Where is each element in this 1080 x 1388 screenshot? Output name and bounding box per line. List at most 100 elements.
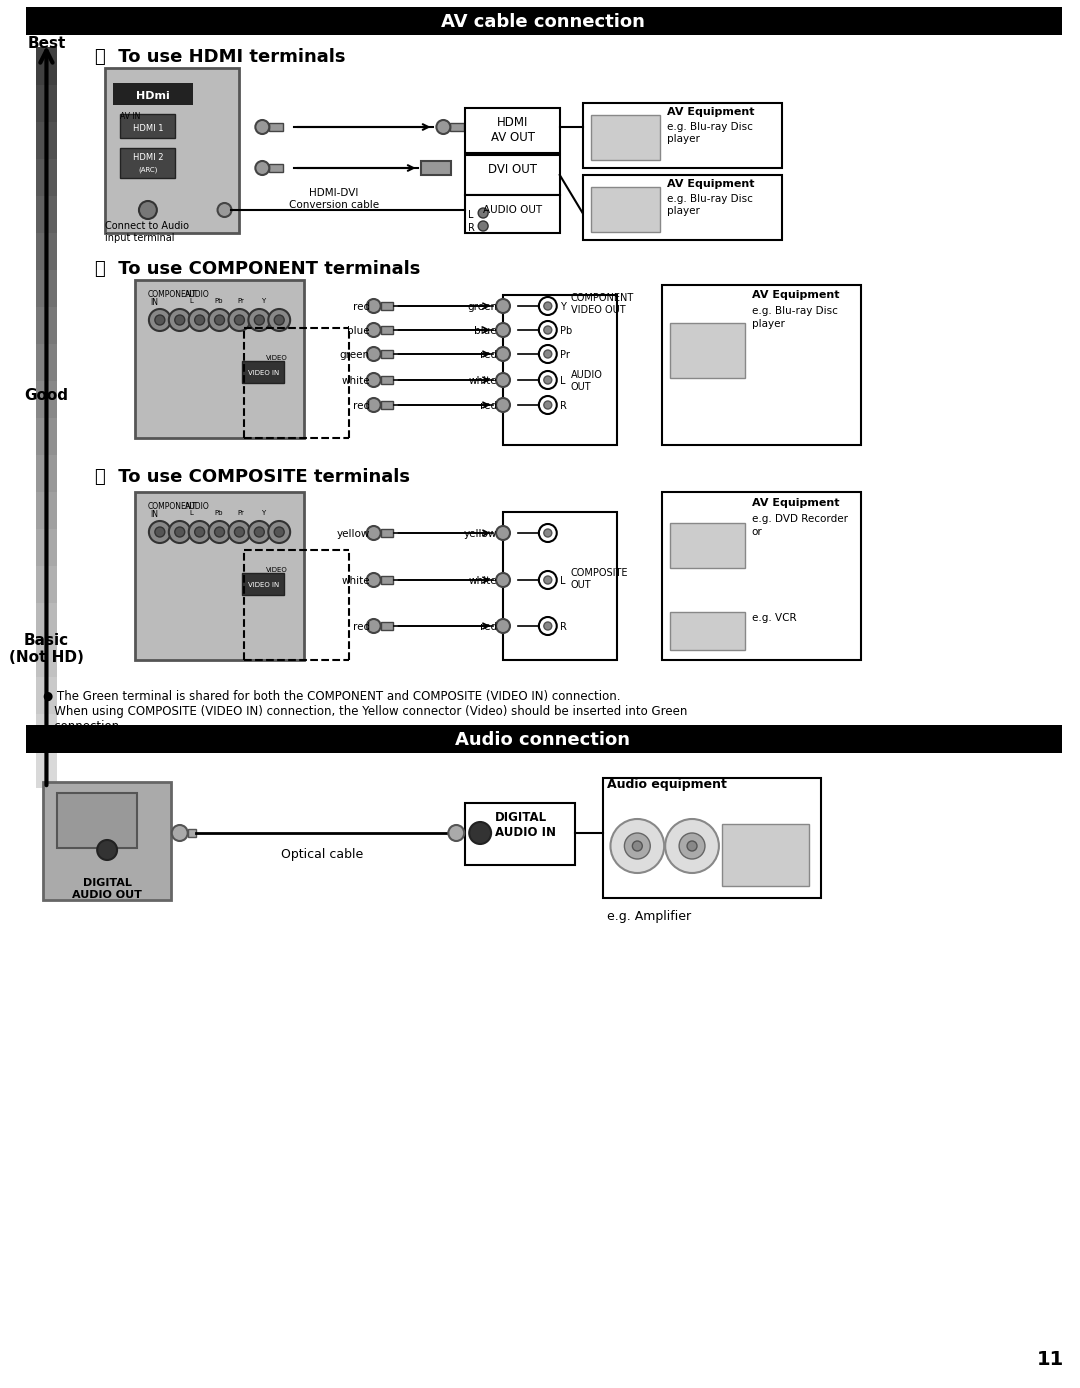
Text: Optical cable: Optical cable [281,848,363,861]
Circle shape [215,527,225,537]
Circle shape [168,520,191,543]
Bar [135,280,305,439]
Bar [671,523,745,568]
Text: IN: IN [150,298,158,307]
Text: Pb: Pb [215,509,224,516]
Circle shape [234,527,244,537]
Circle shape [194,315,204,325]
Circle shape [496,526,510,540]
Text: COMPONENT: COMPONENT [148,502,197,511]
Circle shape [544,529,552,537]
Text: white: white [341,376,369,386]
Text: blue: blue [474,326,497,336]
Circle shape [448,824,464,841]
Text: yellow: yellow [463,529,497,539]
Circle shape [229,310,251,330]
Text: R: R [469,223,475,233]
Circle shape [139,201,157,219]
Text: Pb: Pb [215,298,224,304]
Text: yellow: yellow [336,529,369,539]
Circle shape [539,321,557,339]
Bar [503,512,618,661]
Circle shape [610,819,664,873]
Circle shape [633,841,643,851]
Bar [36,713,57,751]
Circle shape [496,619,510,633]
Circle shape [469,822,491,844]
Text: red: red [352,303,369,312]
Circle shape [175,527,185,537]
Circle shape [189,520,211,543]
Bar [465,194,559,233]
Bar [26,7,1062,35]
Circle shape [208,520,230,543]
Circle shape [544,303,552,310]
Circle shape [274,527,284,537]
Circle shape [539,297,557,315]
Bar [36,527,57,566]
Circle shape [544,376,552,384]
Circle shape [665,819,719,873]
Circle shape [154,315,165,325]
Text: HDMI
AV OUT: HDMI AV OUT [491,117,535,144]
Bar [671,612,745,650]
Bar [380,401,393,409]
Text: AV Equipment: AV Equipment [667,107,755,117]
Text: player: player [667,205,700,217]
Text: R: R [559,622,567,632]
Bar [36,638,57,677]
Circle shape [194,527,204,537]
Circle shape [496,298,510,314]
Circle shape [367,573,380,587]
Text: R: R [559,401,567,411]
Text: AUDIO: AUDIO [185,290,210,298]
Text: e.g. VCR: e.g. VCR [752,613,796,623]
Text: Ⓒ  To use COMPOSITE terminals: Ⓒ To use COMPOSITE terminals [95,468,410,486]
Text: AUDIO
OUT: AUDIO OUT [570,371,603,391]
Text: Audio equipment: Audio equipment [607,779,727,791]
Text: green: green [339,350,369,359]
Bar [591,115,660,160]
Circle shape [539,396,557,414]
Circle shape [367,298,380,314]
Bar [43,781,171,899]
Circle shape [208,310,230,330]
Bar [36,269,57,307]
Bar [36,750,57,788]
Text: Good: Good [25,389,68,403]
Circle shape [544,326,552,335]
Bar [120,114,175,137]
Text: player: player [752,319,784,329]
Circle shape [367,619,380,633]
Circle shape [496,398,510,412]
Text: Pr: Pr [559,350,569,359]
Circle shape [544,622,552,630]
Bar [662,491,861,661]
Bar [242,573,284,595]
Bar [36,232,57,271]
Text: Y: Y [559,303,566,312]
Circle shape [255,119,269,135]
Circle shape [478,208,488,218]
Circle shape [215,315,225,325]
Bar [465,804,575,865]
Circle shape [544,401,552,409]
Circle shape [679,833,705,859]
Bar [380,529,393,537]
Circle shape [367,323,380,337]
Text: Pr: Pr [238,298,244,304]
Bar [671,323,745,378]
Text: L: L [190,298,193,304]
Bar [36,565,57,602]
Bar [380,303,393,310]
Circle shape [624,833,650,859]
Circle shape [496,373,510,387]
Circle shape [496,347,510,361]
Bar [380,576,393,584]
Text: AV cable connection: AV cable connection [441,12,645,31]
Text: white: white [469,376,497,386]
Bar [36,158,57,196]
Bar [242,361,284,383]
Text: e.g. Blu-ray Disc: e.g. Blu-ray Disc [667,122,753,132]
Text: Y: Y [261,298,266,304]
